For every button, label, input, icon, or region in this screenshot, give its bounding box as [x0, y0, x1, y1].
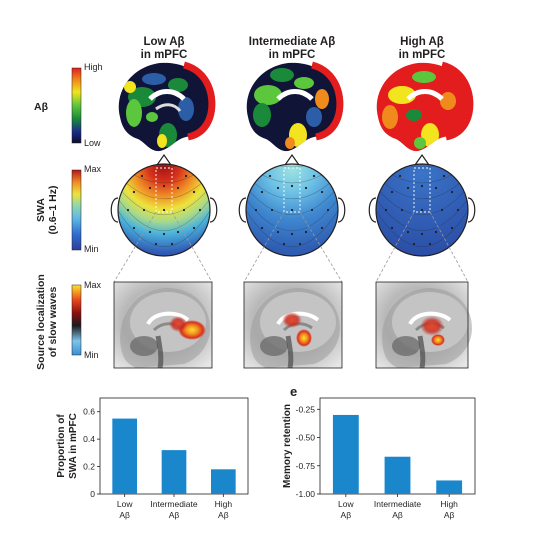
x-tick-label-line2: Aβ	[169, 510, 180, 520]
swa-scale-top: Max	[84, 164, 102, 174]
abeta-scale-top: High	[84, 62, 103, 72]
x-tick-label-line2: Aβ	[392, 510, 403, 520]
abeta-scale-bottom: Low	[84, 138, 101, 148]
panel-letter: e	[290, 384, 297, 399]
mri-slice-3	[375, 281, 472, 369]
y-axis-label-line2: SWA in mPFC	[68, 413, 79, 479]
swa-scale-bottom: Min	[84, 244, 99, 254]
source-row-label-line1: Source localization	[35, 274, 47, 370]
y-tick-label: -0.25	[296, 404, 316, 414]
y-tick-label: 0.4	[83, 434, 95, 444]
y-tick-label: -0.75	[296, 461, 316, 471]
swa-head-intermediate	[238, 153, 346, 257]
abeta-brain-low	[118, 61, 216, 152]
y-axis-label: Memory retention	[282, 404, 293, 488]
swa-head-low	[368, 153, 476, 257]
mri-slice-1	[113, 281, 213, 369]
x-tick-label-line2: Aβ	[341, 510, 352, 520]
x-tick-label-line2: Aβ	[218, 510, 229, 520]
abeta-row-label: Aβ	[34, 101, 49, 113]
source-scale-top: Max	[84, 280, 102, 290]
chart-proportion-swa: 00.20.40.6LowAβIntermediateAβHighAβPropo…	[56, 397, 249, 520]
y-tick-label: -1.00	[296, 489, 316, 499]
x-tick-label-line1: Low	[338, 499, 354, 509]
bar-3	[211, 469, 236, 494]
y-tick-label: -0.50	[296, 433, 316, 443]
abeta-brain-intermediate	[246, 61, 344, 152]
bar-1	[112, 418, 137, 494]
col1-title-line1: Low Aβ	[143, 36, 184, 48]
abeta-brain-high	[376, 61, 474, 152]
swa-colorbar: Max Min	[71, 164, 102, 254]
x-tick-label-line2: Aβ	[119, 510, 130, 520]
swa-row-label-line1: SWA	[35, 198, 47, 222]
mri-slice-2	[243, 281, 343, 369]
y-tick-label: 0.2	[83, 462, 95, 472]
y-axis-label: Proportion of SWA in mPFC	[56, 413, 79, 479]
x-tick-label-line1: Intermediate	[150, 499, 198, 509]
y-axis-label-line1: Proportion of	[56, 414, 67, 478]
source-row-label-line2: of slow waves	[47, 287, 59, 358]
swa-head-high	[110, 153, 218, 257]
swa-row-label: SWA (0.6–1 Hz)	[35, 185, 59, 234]
x-tick-label-line1: Low	[117, 499, 133, 509]
chart-memory-retention: -1.00-0.75-0.50-0.25LowAβIntermediateAβH…	[282, 384, 476, 520]
x-tick-label-line1: High	[215, 499, 233, 509]
swa-topomaps	[110, 153, 476, 257]
x-tick-label-line1: Intermediate	[374, 499, 422, 509]
y-axis-label-line1: Memory retention	[282, 404, 293, 488]
col3-title-line1: High Aβ	[400, 36, 444, 48]
x-tick-label-line2: Aβ	[444, 510, 455, 520]
bar-1	[332, 414, 359, 494]
mri-source-maps	[113, 281, 472, 369]
col2-title-line1: Intermediate Aβ	[249, 36, 335, 48]
col2-title-line2: in mPFC	[269, 49, 316, 61]
zoom-connectors	[113, 211, 469, 283]
bar-3	[436, 480, 463, 494]
col3-title-line2: in mPFC	[399, 49, 446, 61]
x-tick-label-line1: High	[440, 499, 458, 509]
col1-title-line2: in mPFC	[141, 49, 188, 61]
source-row-label: Source localization of slow waves	[35, 274, 59, 370]
bar-2	[161, 450, 187, 494]
source-colorbar: Max Min	[71, 280, 102, 360]
y-tick-label: 0	[90, 489, 95, 499]
swa-row-label-line2: (0.6–1 Hz)	[47, 185, 59, 234]
bar-2	[384, 456, 411, 494]
abeta-colorbar: High Low	[71, 62, 103, 148]
y-tick-label: 0.6	[83, 407, 95, 417]
column-headers: Low Aβ in mPFC Intermediate Aβ in mPFC H…	[141, 36, 446, 61]
source-scale-bottom: Min	[84, 350, 99, 360]
